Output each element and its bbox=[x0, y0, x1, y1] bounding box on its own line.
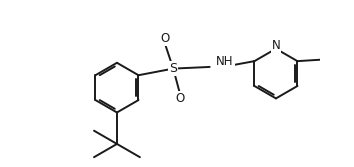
Text: N: N bbox=[272, 39, 280, 52]
Text: O: O bbox=[160, 32, 170, 45]
Text: O: O bbox=[175, 92, 184, 105]
Text: S: S bbox=[169, 62, 177, 75]
Text: NH: NH bbox=[216, 55, 234, 68]
